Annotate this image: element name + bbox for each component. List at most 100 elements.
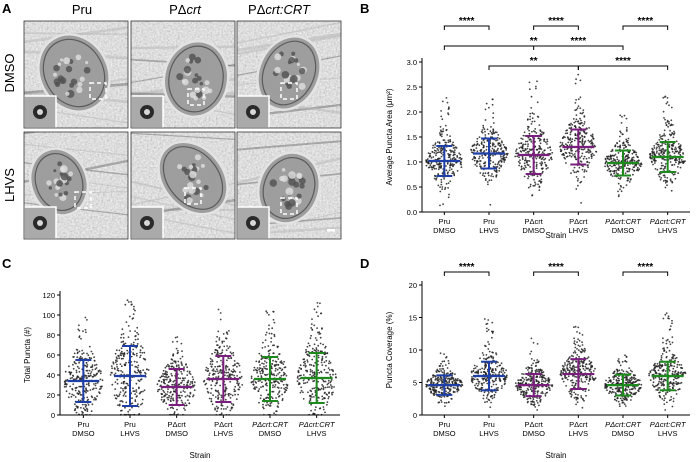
data-point: [619, 114, 622, 117]
data-point: [213, 370, 215, 372]
data-point: [132, 308, 135, 310]
data-point: [437, 168, 440, 171]
data-point: [215, 376, 218, 378]
data-point: [612, 160, 614, 162]
data-point: [81, 349, 84, 352]
data-point: [430, 391, 432, 393]
data-point: [625, 361, 628, 363]
data-point: [166, 384, 169, 386]
data-point: [660, 164, 663, 167]
data-point: [321, 358, 323, 361]
data-point: [651, 157, 653, 160]
data-point: [65, 390, 68, 393]
data-point: [435, 371, 438, 373]
data-point: [78, 413, 81, 416]
data-point: [568, 144, 571, 146]
data-point: [333, 386, 335, 388]
data-point: [479, 172, 482, 174]
data-point: [211, 352, 214, 355]
data-point: [626, 139, 629, 142]
data-point: [217, 394, 219, 397]
data-point: [503, 383, 506, 386]
data-point: [318, 371, 321, 374]
data-point: [524, 157, 527, 159]
data-point: [76, 406, 79, 409]
tile-border: [236, 20, 342, 129]
x-tick-label-strain: PΔcrt:CRT: [605, 217, 642, 226]
data-point: [520, 166, 523, 168]
data-point: [269, 404, 272, 407]
data-point: [226, 365, 229, 368]
data-point: [482, 144, 485, 147]
data-point: [171, 413, 174, 416]
data-point: [621, 360, 624, 363]
data-point: [172, 393, 174, 396]
data-point: [210, 400, 213, 403]
data-point: [538, 186, 541, 189]
data-point: [617, 190, 619, 193]
data-point: [172, 390, 175, 393]
data-point: [140, 345, 142, 348]
data-point: [187, 399, 189, 401]
data-point: [618, 362, 621, 364]
data-point: [158, 388, 161, 391]
data-point: [670, 144, 673, 146]
data-point: [84, 328, 87, 331]
data-point: [448, 392, 451, 395]
data-point: [309, 370, 312, 373]
data-point: [478, 388, 481, 391]
data-point: [535, 132, 538, 134]
data-point: [568, 360, 571, 363]
data-point: [668, 122, 670, 125]
data-point: [270, 396, 273, 398]
data-point: [568, 357, 570, 360]
significance-bracket: ****: [622, 16, 669, 30]
data-point: [566, 365, 568, 367]
data-point: [453, 147, 456, 149]
data-point: [173, 411, 176, 413]
x-tick-label-treatment: DMSO: [433, 226, 456, 235]
data-point: [663, 399, 665, 402]
data-point: [536, 101, 539, 104]
data-point: [530, 403, 532, 405]
data-point: [607, 381, 610, 384]
data-point: [136, 343, 139, 345]
data-point: [119, 363, 122, 365]
data-point: [271, 367, 273, 370]
data-point: [662, 151, 665, 154]
data-point: [474, 384, 476, 387]
data-point: [619, 364, 622, 367]
data-point: [673, 152, 676, 155]
data-point: [262, 406, 264, 409]
data-point: [569, 154, 571, 157]
data-point: [625, 184, 628, 187]
data-point: [623, 114, 626, 117]
data-point: [439, 125, 442, 128]
data-point: [320, 387, 323, 390]
data-point: [272, 390, 275, 393]
data-point: [327, 367, 330, 369]
data-point: [121, 328, 124, 331]
data-point: [135, 395, 138, 398]
data-point: [575, 403, 577, 406]
data-point: [569, 148, 572, 150]
data-point: [143, 389, 146, 392]
data-point: [582, 111, 584, 114]
data-point: [167, 388, 169, 391]
y-tick-label: 5: [413, 379, 417, 388]
data-point: [494, 163, 497, 166]
data-point: [478, 163, 481, 166]
data-point: [267, 350, 270, 353]
data-point: [98, 369, 101, 372]
data-point: [616, 368, 619, 371]
data-point: [574, 343, 577, 346]
data-point: [560, 144, 562, 147]
data-point: [474, 163, 477, 166]
data-point: [479, 160, 482, 162]
data-point: [569, 141, 572, 144]
data-point: [484, 154, 486, 157]
data-point: [448, 169, 451, 172]
data-point: [211, 380, 214, 383]
data-point: [168, 394, 171, 397]
data-point: [331, 393, 333, 396]
